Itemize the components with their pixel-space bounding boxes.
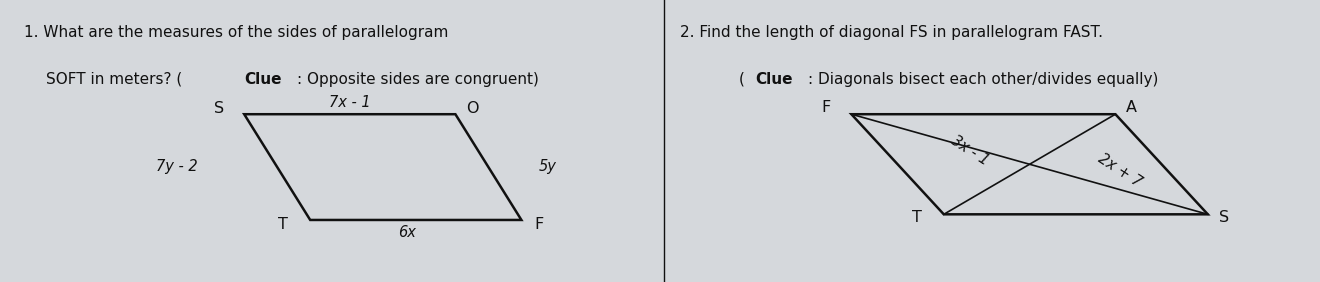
Text: S: S — [214, 101, 224, 116]
Text: O: O — [466, 101, 479, 116]
Text: 7x - 1: 7x - 1 — [329, 95, 371, 111]
Text: 7y - 2: 7y - 2 — [156, 159, 198, 174]
Text: F: F — [533, 217, 544, 232]
Text: 3x - 1: 3x - 1 — [949, 133, 991, 169]
Text: T: T — [277, 217, 288, 232]
Text: A: A — [1126, 100, 1137, 115]
Text: : Diagonals bisect each other/divides equally): : Diagonals bisect each other/divides eq… — [808, 72, 1158, 87]
Text: 1. What are the measures of the sides of parallelogram: 1. What are the measures of the sides of… — [24, 25, 447, 40]
Text: S: S — [1218, 210, 1229, 225]
Text: 2. Find the length of diagonal FS in parallelogram FAST.: 2. Find the length of diagonal FS in par… — [680, 25, 1102, 40]
Text: 2x + 7: 2x + 7 — [1094, 151, 1144, 190]
Text: : Opposite sides are congruent): : Opposite sides are congruent) — [297, 72, 539, 87]
Text: F: F — [821, 100, 832, 115]
Text: Clue: Clue — [755, 72, 792, 87]
Text: SOFT in meters? (: SOFT in meters? ( — [46, 72, 182, 87]
Text: T: T — [912, 210, 923, 225]
Text: (: ( — [739, 72, 744, 87]
Text: 6x: 6x — [397, 225, 416, 240]
Text: Clue: Clue — [244, 72, 281, 87]
Text: 5y: 5y — [539, 159, 557, 174]
